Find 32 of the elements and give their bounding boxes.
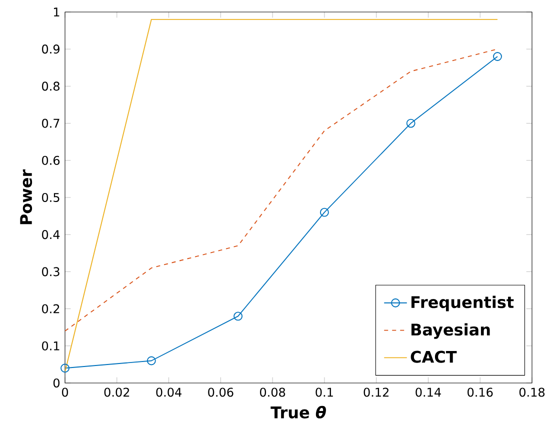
x-axis-title: True θ (270, 406, 326, 418)
point (406, 118, 416, 128)
x-tick-label: 0.04 (156, 388, 182, 397)
point (320, 208, 329, 217)
y-tick-label: 0.7 (42, 118, 60, 128)
point (493, 52, 502, 61)
point (60, 364, 70, 373)
y-tick-label: 0.9 (42, 44, 60, 54)
x-tick-label: 0.14 (416, 388, 441, 397)
x-tick-label: 0.12 (364, 388, 388, 397)
x-tick-label: 0.06 (208, 388, 234, 397)
x-tick-label: 0.08 (260, 388, 286, 397)
x-tick-label: 0.16 (468, 388, 493, 397)
y-axis-title: Power (20, 169, 32, 224)
legend-label: Bayesian (411, 323, 490, 339)
y-tick-label: 1 (54, 8, 60, 16)
y-tick-label: 0.3 (42, 267, 60, 276)
y-tick-label: 0.2 (42, 304, 60, 314)
point (146, 356, 156, 366)
legend-label: CACT (410, 350, 457, 363)
x-tick-label: 0.1 (316, 388, 333, 397)
point (234, 312, 243, 321)
y-tick-label: 0 (53, 378, 60, 388)
legend-label: Frequentist (411, 296, 514, 312)
x-tick-label: 0 (62, 388, 68, 397)
y-tick-label: 0.8 (42, 82, 60, 91)
x-tick-label: 0.18 (519, 388, 545, 397)
y-tick-label: 0.1 (42, 341, 60, 350)
y-tick-label: 0.4 (42, 230, 60, 240)
x-tick-label: 0.02 (104, 388, 130, 397)
y-tick-label: 0.5 (42, 192, 60, 202)
y-tick-label: 0.6 (42, 156, 60, 165)
